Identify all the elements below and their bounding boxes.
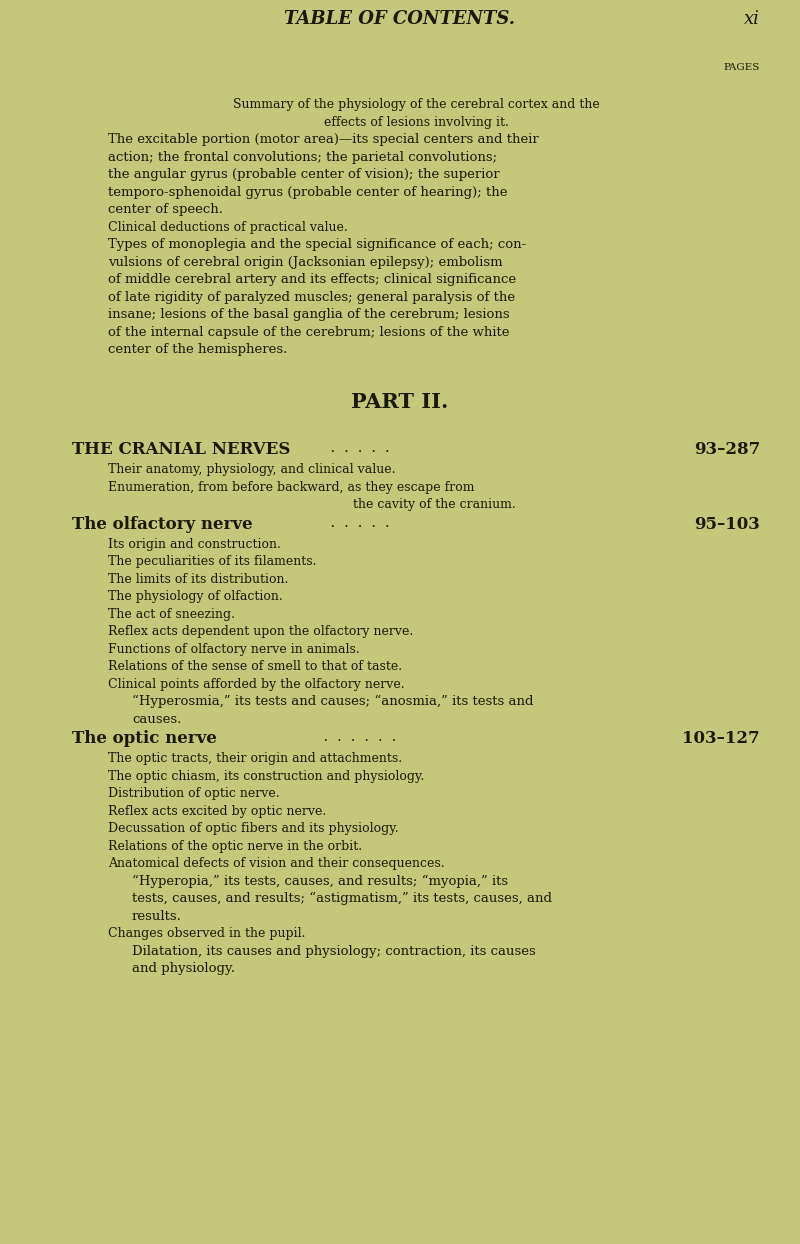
Text: The optic nerve: The optic nerve — [72, 730, 217, 748]
Text: center of speech.: center of speech. — [108, 203, 223, 216]
Text: of the internal capsule of the cerebrum; lesions of the white: of the internal capsule of the cerebrum;… — [108, 326, 510, 338]
Text: 95–103: 95–103 — [694, 516, 760, 532]
Text: Reflex acts excited by optic nerve.: Reflex acts excited by optic nerve. — [108, 805, 326, 817]
Text: of middle cerebral artery and its effects; clinical significance: of middle cerebral artery and its effect… — [108, 272, 516, 286]
Text: center of the hemispheres.: center of the hemispheres. — [108, 343, 287, 356]
Text: temporo-sphenoidal gyrus (probable center of hearing); the: temporo-sphenoidal gyrus (probable cente… — [108, 185, 507, 199]
Text: Dilatation, its causes and physiology; contraction, its causes: Dilatation, its causes and physiology; c… — [132, 944, 536, 958]
Text: Its origin and construction.: Its origin and construction. — [108, 537, 281, 551]
Text: insane; lesions of the basal ganglia of the cerebrum; lesions: insane; lesions of the basal ganglia of … — [108, 309, 510, 321]
Text: Clinical points afforded by the olfactory nerve.: Clinical points afforded by the olfactor… — [108, 678, 405, 690]
Text: Distribution of optic nerve.: Distribution of optic nerve. — [108, 787, 280, 800]
Text: Clinical deductions of practical value.: Clinical deductions of practical value. — [108, 220, 348, 234]
Text: Their anatomy, physiology, and clinical value.: Their anatomy, physiology, and clinical … — [108, 463, 395, 476]
Text: THE CRANIAL NERVES: THE CRANIAL NERVES — [72, 442, 290, 458]
Text: The limits of its distribution.: The limits of its distribution. — [108, 572, 288, 586]
Text: TABLE OF CONTENTS.: TABLE OF CONTENTS. — [285, 10, 515, 29]
Text: The optic tracts, their origin and attachments.: The optic tracts, their origin and attac… — [108, 753, 402, 765]
Text: “Hyperosmia,” its tests and causes; “anosmia,” its tests and: “Hyperosmia,” its tests and causes; “ano… — [132, 695, 534, 708]
Text: Enumeration, from before backward, as they escape from: Enumeration, from before backward, as th… — [108, 480, 474, 494]
Text: tests, causes, and results; “astigmatism,” its tests, causes, and: tests, causes, and results; “astigmatism… — [132, 892, 552, 906]
Text: Anatomical defects of vision and their consequences.: Anatomical defects of vision and their c… — [108, 857, 445, 871]
Text: 103–127: 103–127 — [682, 730, 760, 748]
Text: Relations of the optic nerve in the orbit.: Relations of the optic nerve in the orbi… — [108, 840, 362, 852]
Text: “Hyperopia,” its tests, causes, and results; “myopia,” its: “Hyperopia,” its tests, causes, and resu… — [132, 875, 508, 888]
Text: The physiology of olfaction.: The physiology of olfaction. — [108, 590, 282, 603]
Text: Changes observed in the pupil.: Changes observed in the pupil. — [108, 927, 306, 940]
Text: Decussation of optic fibers and its physiology.: Decussation of optic fibers and its phys… — [108, 822, 398, 835]
Text: xi: xi — [744, 10, 760, 29]
Text: vulsions of cerebral origin (Jacksonian epilepsy); embolism: vulsions of cerebral origin (Jacksonian … — [108, 255, 502, 269]
Text: results.: results. — [132, 909, 182, 923]
Text: The peculiarities of its filaments.: The peculiarities of its filaments. — [108, 555, 317, 569]
Text: The olfactory nerve: The olfactory nerve — [72, 516, 253, 532]
Text: Types of monoplegia and the special significance of each; con-: Types of monoplegia and the special sign… — [108, 238, 526, 251]
Text: The act of sneezing.: The act of sneezing. — [108, 608, 235, 621]
Text: and physiology.: and physiology. — [132, 962, 235, 975]
Text: PAGES: PAGES — [724, 63, 760, 72]
Text: The excitable portion (motor area)—its special centers and their: The excitable portion (motor area)—its s… — [108, 133, 538, 146]
Text: .  .  .  .  .: . . . . . — [326, 442, 394, 455]
Text: the cavity of the cranium.: the cavity of the cranium. — [353, 498, 515, 511]
Text: 93–287: 93–287 — [694, 442, 760, 458]
Text: Relations of the sense of smell to that of taste.: Relations of the sense of smell to that … — [108, 661, 402, 673]
Text: .  .  .  .  .  .: . . . . . . — [319, 730, 401, 744]
Text: Summary of the physiology of the cerebral cortex and the: Summary of the physiology of the cerebra… — [233, 98, 599, 111]
Text: effects of lesions involving it.: effects of lesions involving it. — [323, 116, 509, 128]
Text: The optic chiasm, its construction and physiology.: The optic chiasm, its construction and p… — [108, 770, 424, 782]
Text: Reflex acts dependent upon the olfactory nerve.: Reflex acts dependent upon the olfactory… — [108, 626, 414, 638]
Text: action; the frontal convolutions; the parietal convolutions;: action; the frontal convolutions; the pa… — [108, 151, 497, 163]
Text: causes.: causes. — [132, 713, 182, 725]
Text: PART II.: PART II. — [351, 392, 449, 412]
Text: Functions of olfactory nerve in animals.: Functions of olfactory nerve in animals. — [108, 643, 360, 656]
Text: the angular gyrus (probable center of vision); the superior: the angular gyrus (probable center of vi… — [108, 168, 500, 180]
Text: .  .  .  .  .: . . . . . — [326, 516, 394, 530]
Text: of late rigidity of paralyzed muscles; general paralysis of the: of late rigidity of paralyzed muscles; g… — [108, 291, 515, 304]
